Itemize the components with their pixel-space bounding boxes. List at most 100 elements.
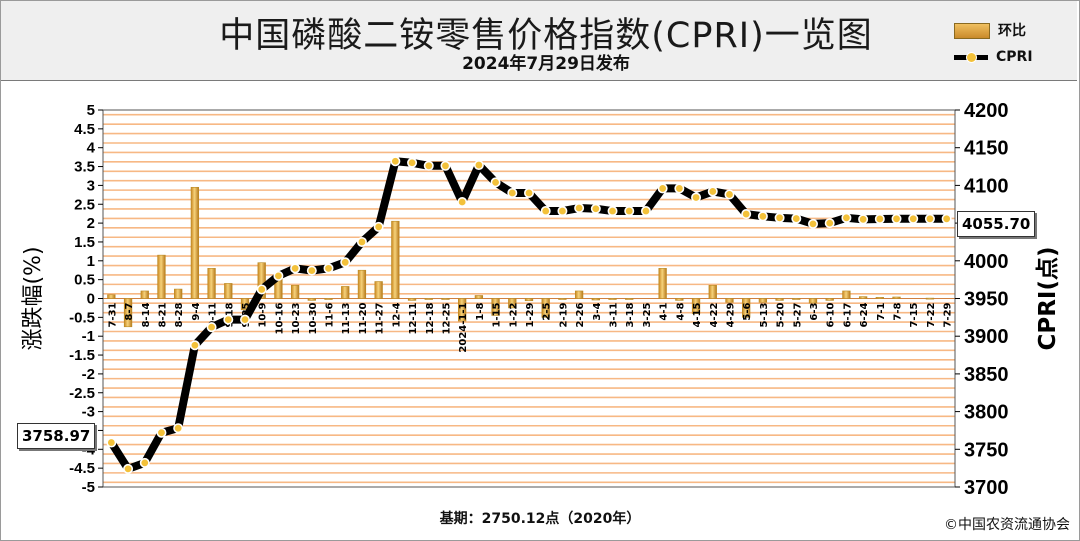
category-label: 2-19 [558,302,569,327]
cpri-point [841,212,852,223]
category-label: 3-18 [625,302,636,327]
huanbi-bar [541,298,550,318]
huanbi-bar [675,298,684,301]
cpri-point [557,206,568,217]
right-tick-label: 4000 [964,251,1009,273]
huanbi-bar [157,254,166,299]
legend-label-huanbi: 环比 [998,23,1026,39]
category-label: 7-1 [876,302,887,320]
category-label: 3-11 [609,302,620,327]
category-label: 7-29 [943,302,954,327]
cpri-point [941,213,952,224]
cpri-point [340,257,351,268]
legend-label-cpri: CPRI [996,49,1033,65]
left-tick-label: -5 [82,479,95,496]
category-label: 3-4 [592,302,603,320]
cpri-point [540,206,551,217]
cpri-point [824,218,835,229]
huanbi-bar [608,298,617,300]
right-axis-title: CPRI(点) [1035,246,1061,350]
cpri-first-callout: 3758.97 [17,423,96,449]
category-label: 8-28 [174,302,185,327]
left-tick-label: 5 [87,102,95,119]
huanbi-bar [758,298,768,303]
category-label: 6-10 [826,302,837,327]
right-tick-label: 4100 [964,175,1009,197]
huanbi-bar [558,298,567,300]
right-tick-label: 3950 [964,289,1009,311]
cpri-point [440,160,451,171]
huanbi-bar [107,294,116,299]
huanbi-bar [190,186,200,299]
chart-header: 中国磷酸二铵零售价格指数(CPRI)一览图 2024年7月29日发布 环比 CP… [1,1,1077,81]
right-tick-label: 4200 [964,100,1009,122]
category-label: 1-8 [475,302,486,320]
cpri-point [607,206,618,217]
left-tick-label: 4.5 [74,121,95,138]
huanbi-bar [808,298,818,304]
huanbi-bar [357,269,367,299]
cpri-point [924,213,935,224]
category-label: 11-6 [325,302,336,327]
category-label: 5-13 [759,302,770,327]
right-tick-label: 3750 [964,439,1009,461]
cpri-point [407,157,418,168]
cpri-point [523,187,534,198]
category-label: 12-25 [441,302,452,334]
base-period-note: 基期：2750.12点（2020年） [439,511,641,527]
cpri-point [473,160,484,171]
huanbi-bar [391,220,400,299]
cpri-point [691,192,702,203]
category-label: 10-30 [308,302,319,334]
huanbi-bar [508,298,517,309]
category-label: 6-17 [842,302,853,327]
huanbi-bar [324,298,333,300]
cpri-point [189,340,200,351]
cpri-point [139,457,150,468]
huanbi-bar [374,281,383,299]
cpri-point [724,189,735,200]
left-tick-label: 2.5 [74,196,95,213]
category-label: 1-15 [492,302,503,327]
category-label: 4-15 [692,302,703,327]
bar-swatch-icon [954,23,990,39]
category-label: 4-29 [725,302,736,327]
category-label: 12-11 [408,302,419,334]
cpri-point [657,183,668,194]
left-tick-label: 0.5 [74,272,95,289]
cpri-point [373,221,384,232]
category-label: 4-22 [709,302,720,327]
huanbi-bar [792,298,801,300]
category-label: 10-16 [274,302,285,334]
cpri-point [757,211,768,222]
category-label: 4-8 [675,302,686,320]
category-label: 7-8 [893,302,904,320]
cpri-point [156,427,167,438]
huanbi-bar [257,262,266,299]
huanbi-bar [307,298,316,301]
cpri-point [123,463,134,474]
huanbi-bar [441,298,450,300]
cpri-point [807,218,818,229]
huanbi-bar [591,298,600,301]
huanbi-bar [524,298,534,302]
category-label: 3-25 [642,302,653,327]
left-tick-label: -2.5 [69,385,95,402]
huanbi-bar [708,285,717,299]
cpri-point [306,265,317,276]
cpri-point [574,203,585,214]
left-tick-label: -3 [82,404,95,421]
category-label: 9-4 [191,302,202,320]
category-label: 8-7 [124,302,135,320]
category-label: 11-13 [341,302,352,334]
cpri-point [707,186,718,197]
right-tick-label: 4150 [964,138,1009,160]
cpri-point [858,214,869,225]
right-tick-label: 3700 [964,477,1009,499]
cpri-point [741,209,752,220]
left-tick-label: -1 [82,328,95,345]
chart-subtitle: 2024年7月29日发布 [462,54,630,74]
cpri-point [624,206,635,217]
cpri-point [791,213,802,224]
right-tick-label: 3850 [964,364,1009,386]
